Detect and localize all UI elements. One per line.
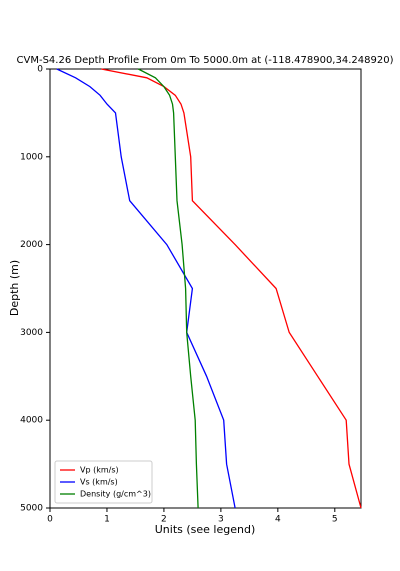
- x-tick-label: 3: [218, 515, 224, 525]
- x-tick-label: 4: [275, 515, 281, 525]
- x-tick-label: 1: [104, 515, 110, 525]
- x-tick-label: 2: [161, 515, 167, 525]
- y-tick-label: 4000: [20, 416, 43, 426]
- legend-box: [54, 460, 153, 504]
- legend: Vp (km/s) Vs (km/s) Density (g/cm^3): [54, 460, 153, 504]
- y-tick-label: 1000: [20, 152, 43, 162]
- x-axis-label: Units (see legend): [155, 523, 256, 536]
- profile-line: [101, 68, 362, 509]
- x-tick-label: 5: [332, 515, 338, 525]
- chart-title: CVM-S4.26 Depth Profile From 0m To 5000.…: [17, 55, 394, 66]
- y-axis-label: Depth (m): [8, 260, 21, 316]
- profile-line: [56, 68, 236, 509]
- y-tick-label: 3000: [20, 328, 43, 338]
- y-tick-label: 0: [37, 65, 43, 75]
- plot-frame: [49, 68, 362, 509]
- legend-label: Vs (km/s): [80, 478, 118, 487]
- legend-label: Density (g/cm^3): [80, 490, 151, 499]
- y-tick-label: 5000: [20, 504, 43, 514]
- profile-line: [138, 68, 199, 509]
- y-tick-label: 2000: [20, 240, 43, 250]
- legend-label: Vp (km/s): [80, 466, 119, 475]
- x-tick-label: 0: [47, 515, 53, 525]
